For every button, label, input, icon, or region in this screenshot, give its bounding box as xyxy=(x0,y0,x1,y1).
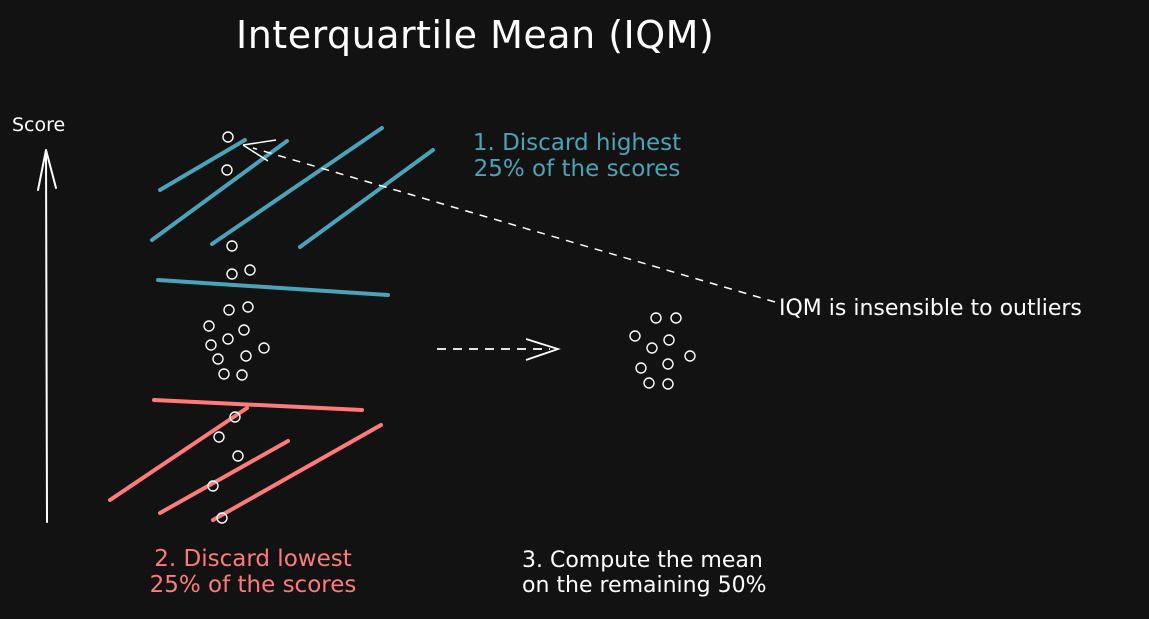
score-axis-arrow xyxy=(37,149,57,523)
diagram-title: Interquartile Mean (IQM) xyxy=(236,13,715,57)
compute-arrow xyxy=(437,338,561,361)
remaining-scores-cluster xyxy=(629,312,696,390)
score-axis-label: Score xyxy=(12,114,66,136)
compute-mean-line-2: on the remaining 50% xyxy=(522,573,767,599)
discard-highest-line-2: 25% of the scores xyxy=(473,156,681,183)
discard-lowest-label: 2. Discard lowest 25% of the scores xyxy=(118,546,388,599)
discard-lowest-line-1: 2. Discard lowest xyxy=(154,546,352,572)
top-quartile-hatch xyxy=(150,126,435,297)
outliers-label: IQM is insensible to outliers xyxy=(779,296,1082,321)
discard-highest-label: 1. Discard highest 25% of the scores xyxy=(452,130,702,183)
discard-lowest-line-2: 25% of the scores xyxy=(149,572,357,599)
score-points xyxy=(203,131,270,524)
bottom-quartile-hatch xyxy=(108,398,383,522)
compute-mean-line-1: 3. Compute the mean xyxy=(522,548,763,573)
compute-mean-label: 3. Compute the mean on the remaining 50% xyxy=(522,548,822,599)
discard-highest-line-1: 1. Discard highest xyxy=(472,130,682,156)
outlier-pointer-arrow xyxy=(242,139,776,303)
